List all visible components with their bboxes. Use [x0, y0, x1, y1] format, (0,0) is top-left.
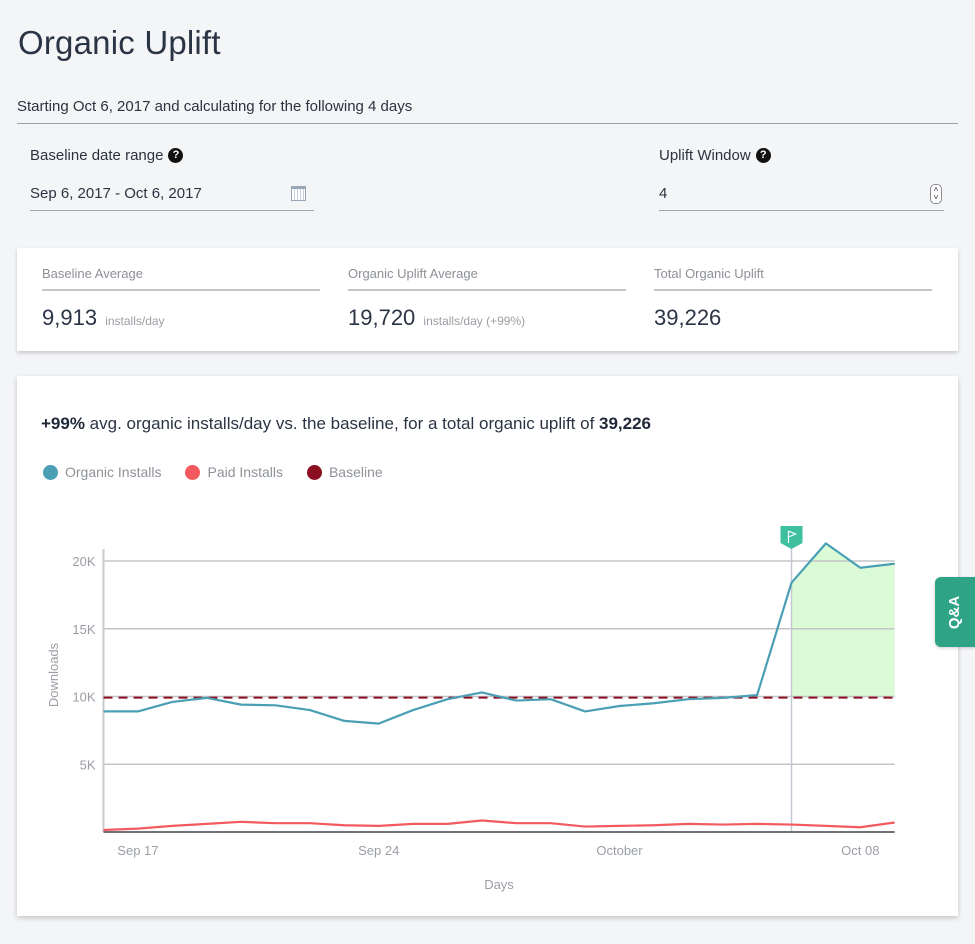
stat-value: 19,720 — [348, 305, 416, 330]
help-icon[interactable]: ? — [168, 148, 184, 163]
stat-unit: installs/day (+99%) — [423, 314, 526, 328]
uplift-window-label: Uplift Window ? — [659, 147, 771, 164]
stat-label: Baseline Average — [42, 266, 320, 291]
y-tick-label: 10K — [72, 690, 95, 705]
stat-organic-uplift-average: Organic Uplift Average 19,720 installs/d… — [348, 266, 626, 331]
legend-item-organic-installs[interactable]: Organic Installs — [43, 464, 161, 480]
stat-baseline-average: Baseline Average 9,913 installs/day — [42, 266, 320, 331]
legend-dot-icon — [43, 464, 58, 480]
headline-percent: +99% — [41, 414, 85, 433]
stats-card: Baseline Average 9,913 installs/day Orga… — [17, 248, 958, 351]
help-icon[interactable]: ? — [755, 148, 771, 163]
stat-value-row: 39,226 — [654, 305, 932, 331]
uplift-summary-subtitle: Starting Oct 6, 2017 and calculating for… — [17, 98, 958, 124]
legend-item-baseline[interactable]: Baseline — [306, 464, 383, 480]
uplift-window-value: 4 — [659, 185, 668, 202]
calendar-icon[interactable] — [291, 186, 306, 201]
stat-total-organic-uplift: Total Organic Uplift 39,226 — [654, 266, 932, 331]
legend-label: Organic Installs — [65, 464, 162, 480]
x-tick-label: Sep 17 — [117, 843, 158, 858]
headline-text: avg. organic installs/day vs. the baseli… — [84, 414, 600, 433]
y-tick-label: 20K — [72, 554, 95, 569]
stat-value: 39,226 — [654, 305, 722, 330]
stat-label: Organic Uplift Average — [348, 266, 626, 291]
chart-headline: +99% avg. organic installs/day vs. the b… — [41, 414, 651, 434]
y-axis-title: Downloads — [46, 642, 61, 707]
legend-label: Paid Installs — [207, 464, 283, 480]
stepper-down-icon[interactable]: ˅ — [933, 192, 939, 202]
baseline-date-range-label: Baseline date range ? — [30, 147, 184, 164]
qa-tab-button[interactable]: Q&A — [935, 577, 975, 647]
y-tick-label: 5K — [80, 757, 96, 772]
x-tick-label: October — [596, 843, 643, 858]
y-tick-label: 15K — [72, 622, 95, 637]
downloads-line-chart: 5K 10K 15K 20K Sep 17 Sep 24 October Oct 08 Down… — [46, 526, 895, 892]
baseline-date-range-label-text: Baseline date range — [30, 147, 164, 164]
stat-unit: installs/day — [105, 314, 165, 328]
organic-installs-line — [103, 542, 895, 725]
uplift-window-input[interactable]: 4 ˄ ˅ — [659, 177, 944, 211]
number-stepper[interactable]: ˄ ˅ — [930, 183, 942, 204]
legend-dot-icon — [306, 464, 322, 480]
flag-icon — [787, 530, 798, 543]
stepper-up-icon[interactable]: ˄ — [933, 184, 939, 194]
flag-marker — [780, 526, 803, 549]
paid-installs-line — [103, 819, 895, 832]
headline-total: 39,226 — [599, 414, 652, 433]
uplift-area — [791, 543, 895, 698]
chart-legend: Organic Installs Paid Installs Baseline — [43, 464, 383, 480]
legend-dot-icon — [185, 464, 201, 480]
stat-value-row: 9,913 installs/day — [42, 305, 320, 331]
x-tick-label: Sep 24 — [358, 843, 399, 858]
stat-label: Total Organic Uplift — [654, 266, 932, 291]
x-axis-title: Days — [484, 877, 514, 892]
page-title: Organic Uplift — [18, 24, 221, 61]
baseline-date-range-input[interactable]: Sep 6, 2017 - Oct 6, 2017 — [30, 177, 314, 211]
uplift-window-label-text: Uplift Window — [659, 147, 751, 164]
stat-value: 9,913 — [42, 305, 98, 330]
x-tick-label: Oct 08 — [841, 843, 879, 858]
legend-item-paid-installs[interactable]: Paid Installs — [185, 464, 283, 480]
stat-value-row: 19,720 installs/day (+99%) — [348, 305, 626, 331]
qa-tab-label: Q&A — [946, 595, 964, 629]
baseline-date-range-value: Sep 6, 2017 - Oct 6, 2017 — [30, 185, 202, 202]
legend-label: Baseline — [328, 464, 383, 480]
